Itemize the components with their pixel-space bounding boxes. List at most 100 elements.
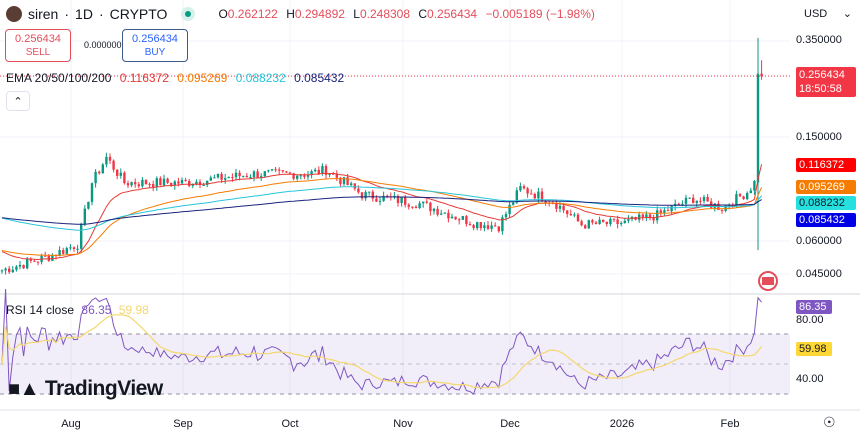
candle-body (65, 248, 68, 254)
candle-body (616, 219, 619, 224)
candle-body (753, 180, 756, 191)
candle-body (501, 217, 504, 232)
ema-legend[interactable]: EMA 20/50/100/200 0.116372 0.095269 0.08… (6, 71, 345, 85)
candle-body (735, 194, 738, 206)
candle-body (90, 183, 94, 202)
rsi-ma-tag: 59.98 (796, 342, 832, 356)
collapse-legend-button[interactable]: ⌃ (6, 91, 30, 111)
candle-body (504, 214, 508, 218)
price-tick: 0.045000 (796, 268, 842, 280)
candle-body (432, 208, 436, 212)
candle-body (519, 186, 522, 191)
candle-body (515, 190, 518, 203)
candle-body (378, 200, 382, 202)
rsi-tick: 80.00 (796, 314, 824, 326)
last-price-tag: 0.256434 18:50:58 (796, 67, 856, 97)
candle-body (350, 183, 353, 186)
candle-body (537, 191, 540, 199)
candle-body (33, 260, 36, 262)
candle-body (497, 226, 500, 232)
candle-body (15, 266, 18, 270)
candle-body (292, 173, 295, 179)
candle-body (148, 184, 151, 186)
candle-body (620, 223, 623, 225)
candle-body (512, 202, 515, 205)
candle-body (670, 205, 673, 212)
candle-body (47, 255, 50, 261)
candle-body (134, 182, 137, 185)
candle-body (112, 160, 115, 170)
candle-body (742, 196, 745, 200)
interval[interactable]: 1D (75, 6, 93, 22)
candle-body (566, 210, 569, 214)
candle-body (400, 197, 403, 203)
candle-body (94, 171, 97, 184)
candle-body (612, 218, 616, 220)
candle-body (591, 220, 594, 223)
candle-body (371, 191, 374, 199)
candle-body (526, 188, 529, 194)
candle-body (342, 177, 346, 184)
ema-200-line (1, 196, 762, 225)
settings-icon[interactable]: ☉ (823, 414, 836, 430)
candle-body (324, 166, 328, 175)
candle-body (573, 214, 576, 216)
candle-body (101, 164, 104, 174)
candle-body (602, 219, 605, 222)
currency-select[interactable]: USD ⌄ (800, 3, 856, 25)
candle-body (249, 177, 252, 179)
time-tick: Aug (61, 418, 81, 430)
candle-body (80, 224, 83, 249)
candle-body (256, 171, 259, 178)
candle-body (177, 181, 180, 184)
candle-body (44, 255, 47, 257)
candle-body (429, 202, 432, 212)
candle-body (198, 181, 202, 185)
exchange: CRYPTO (109, 6, 168, 22)
candle-body (627, 219, 630, 221)
candle-body (245, 175, 248, 178)
candle-body (220, 173, 223, 180)
candle-body (206, 180, 209, 185)
candle-body (328, 173, 331, 175)
candle-body (191, 184, 194, 186)
candle-body (688, 197, 691, 199)
candle-body (720, 210, 724, 212)
candle-body (580, 221, 583, 226)
price-tick: 0.350000 (796, 34, 842, 46)
candle-body (4, 268, 7, 271)
candle-body (666, 210, 670, 212)
candle-body (224, 178, 227, 180)
candle-body (159, 178, 162, 186)
candle-body (699, 200, 702, 202)
candle-body (533, 193, 536, 199)
tradingview-logo[interactable]: ■▲ TradingView (8, 377, 163, 400)
candle-body (360, 192, 364, 199)
candle-body (530, 193, 533, 195)
candle-body (299, 175, 302, 177)
rsi-legend[interactable]: RSI 14 close 86.35 59.98 (6, 303, 149, 317)
ema50-tag: 0.095269 (796, 180, 856, 194)
symbol-header: siren · 1D · CRYPTO O0.262122 H0.294892 … (6, 6, 595, 22)
candle-body (119, 172, 122, 176)
candle-body (404, 197, 407, 205)
candle-body (447, 212, 450, 219)
candle-body (702, 196, 706, 202)
buy-button[interactable]: 0.256434 BUY (122, 29, 188, 62)
candle-body (310, 171, 313, 175)
candle-body (238, 172, 241, 177)
rsi-value-tag: 86.35 (796, 300, 832, 314)
candle-body (422, 201, 425, 204)
market-status-icon[interactable] (181, 7, 196, 21)
candle-body (641, 214, 644, 218)
candle-body (659, 210, 662, 213)
symbol-name[interactable]: siren (28, 6, 59, 22)
candle-body (364, 192, 367, 199)
candle-body (0, 270, 4, 272)
candle-body (692, 197, 695, 203)
candle-body (281, 170, 284, 172)
candle-body (270, 169, 274, 171)
sell-button[interactable]: 0.256434 SELL (5, 29, 71, 62)
candle-body (18, 264, 22, 267)
